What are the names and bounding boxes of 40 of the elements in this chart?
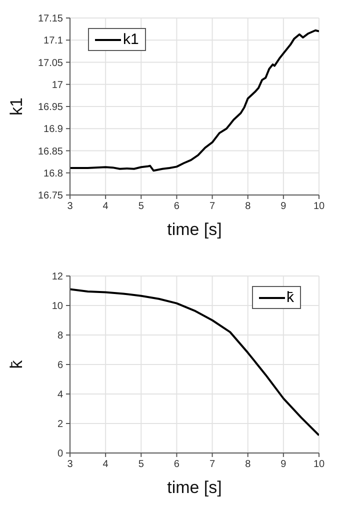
y-tick-label: 8 (57, 330, 64, 342)
y-tick-label: 17.05 (38, 58, 64, 69)
y-tick-label: 16.9 (44, 124, 64, 136)
x-tick-label: 4 (102, 459, 109, 470)
y-tick-label: 0 (57, 448, 64, 460)
x-tick-label: 9 (280, 459, 287, 470)
x-tick-label: 3 (67, 459, 74, 470)
y-tick-label: 16.95 (38, 102, 64, 114)
x-tick-label: 5 (138, 201, 144, 212)
x-tick-label: 8 (245, 201, 252, 212)
x-tick-label: 9 (280, 201, 287, 212)
x-axis-title: time [s] (167, 220, 222, 239)
x-tick-label: 6 (174, 459, 180, 470)
y-tick-label: 17.1 (44, 36, 64, 47)
x-axis-title: time [s] (167, 478, 222, 497)
line-series (70, 288, 319, 436)
x-tick-label: 4 (102, 201, 109, 212)
y-tick-label: 6 (57, 360, 64, 372)
x-tick-label: 8 (245, 459, 252, 470)
y-tick-label: 17 (52, 80, 64, 91)
x-tick-label: 3 (67, 201, 74, 212)
y-tick-label: 10 (52, 301, 64, 312)
line-series (70, 29, 319, 172)
x-tick-label: 5 (138, 459, 144, 470)
x-tick-label: 10 (313, 459, 325, 470)
y-tick-label: 2 (57, 419, 64, 430)
y-tick-label: 12 (52, 272, 64, 283)
legend-label: k1 (123, 31, 139, 48)
y-tick-label: 16.75 (38, 190, 64, 202)
y-tick-label: 16.85 (38, 146, 64, 158)
legend-label: k̄ (286, 289, 294, 306)
y-tick-label: 16.8 (44, 168, 64, 180)
x-tick-label: 7 (210, 459, 216, 470)
y-tick-label: 4 (57, 390, 64, 401)
x-tick-label: 7 (210, 201, 216, 212)
y-axis-title: k1 (7, 98, 26, 116)
x-tick-label: 6 (174, 201, 180, 212)
y-tick-label: 17.15 (38, 14, 64, 25)
x-tick-label: 10 (313, 201, 325, 212)
y-axis-title: k̄ (7, 360, 26, 369)
